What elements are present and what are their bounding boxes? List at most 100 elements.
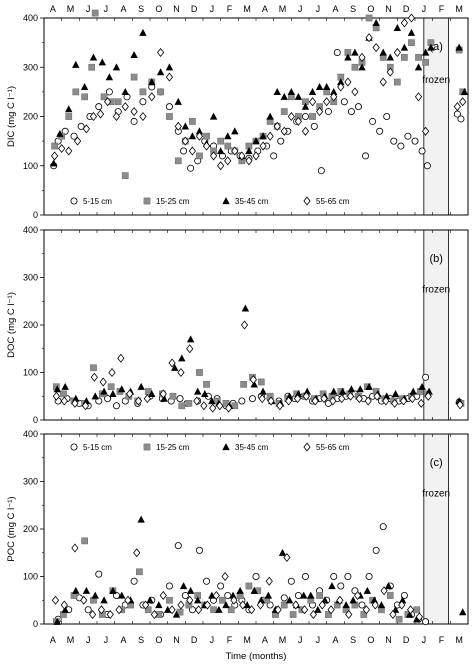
data-point-circle: [95, 570, 103, 578]
data-point-triangle: [400, 43, 409, 51]
bottom-month-label: S: [138, 635, 144, 645]
data-point-diamond: [203, 600, 212, 610]
data-point-diamond: [373, 391, 381, 401]
data-point-diamond: [329, 396, 337, 406]
data-point-triangle: [349, 596, 357, 604]
data-point-triangle: [425, 387, 433, 395]
data-point-diamond: [311, 396, 319, 406]
data-point-triangle: [351, 48, 359, 56]
data-point-triangle: [148, 78, 156, 86]
data-point-circle: [347, 108, 355, 116]
data-point-triangle: [285, 596, 294, 604]
data-point-triangle: [155, 601, 163, 609]
data-point-diamond: [168, 358, 176, 368]
data-point-diamond: [266, 131, 274, 141]
data-point-diamond: [338, 394, 346, 404]
data-point-triangle: [307, 591, 315, 599]
data-point-diamond: [195, 131, 204, 141]
bottom-month-label: N: [173, 635, 180, 645]
panel-b: frozen 0 100 200 300 400 DOC (mg C l⁻¹) (b): [6, 225, 469, 425]
data-point-circle: [165, 582, 173, 590]
series-b-2: [53, 304, 463, 409]
panel-label: (c): [430, 457, 443, 469]
data-point-diamond: [143, 394, 151, 404]
data-point-square: [189, 118, 196, 125]
data-point-diamond: [65, 146, 73, 156]
data-point-triangle: [250, 586, 258, 594]
data-point-circle: [330, 573, 338, 581]
data-point-diamond: [259, 141, 267, 151]
data-point-diamond: [58, 143, 66, 154]
data-point-diamond: [202, 141, 211, 151]
data-point-diamond: [293, 394, 302, 404]
data-point-triangle: [156, 68, 165, 76]
data-point-diamond: [177, 367, 185, 378]
data-point-diamond: [391, 398, 399, 408]
legend-entry: 15-25 cm: [156, 443, 190, 452]
data-point-diamond: [139, 111, 147, 122]
data-point-diamond: [186, 595, 194, 605]
panel-c: frozen 0 100 200 300 400 POC (mg C l⁻¹) (c) 5-15…: [6, 429, 469, 629]
data-point-circle: [324, 108, 332, 116]
data-point-diamond: [459, 97, 467, 107]
data-point-triangle: [186, 586, 195, 594]
frozen-region: [423, 18, 449, 215]
data-point-triangle: [266, 112, 274, 120]
y-tick-label: 100: [23, 368, 38, 378]
data-point-diamond: [274, 605, 282, 615]
data-point-circle: [277, 137, 285, 145]
data-point-triangle: [137, 515, 145, 523]
data-point-diamond: [90, 372, 98, 382]
data-point-diamond: [134, 396, 143, 406]
data-point-triangle: [250, 380, 258, 388]
y-tick-label: 400: [23, 13, 38, 23]
data-point-circle: [344, 573, 352, 581]
y-tick-label: 0: [33, 210, 38, 220]
data-point-square: [169, 392, 177, 400]
data-point-circle: [337, 582, 345, 590]
data-point-diamond: [60, 600, 68, 610]
data-point-triangle: [365, 382, 373, 390]
data-point-circle: [310, 122, 318, 130]
data-point-square: [231, 402, 239, 410]
data-point-diamond: [73, 136, 82, 146]
data-point-triangle: [300, 591, 308, 599]
series-c-3: [51, 543, 424, 622]
data-point-circle: [187, 164, 195, 172]
data-point-square: [203, 132, 210, 140]
y-tick-label: 0: [33, 415, 38, 425]
data-point-circle: [365, 573, 373, 581]
data-point-diamond: [358, 52, 366, 62]
data-point-triangle: [222, 601, 230, 609]
data-point-circle: [70, 132, 78, 140]
data-point-diamond: [365, 33, 373, 43]
frozen-label: frozen: [422, 75, 450, 86]
data-point-diamond: [81, 401, 90, 411]
top-month-label: J: [210, 4, 215, 14]
data-point-diamond: [389, 609, 397, 620]
data-point-circle: [248, 395, 256, 403]
data-point-circle: [139, 98, 147, 106]
data-point-square: [166, 596, 173, 604]
data-point-diamond: [168, 605, 176, 615]
y-tick-label: 400: [23, 429, 38, 439]
data-point-square: [360, 611, 368, 618]
data-point-square: [245, 582, 253, 590]
data-point-triangle: [455, 43, 463, 51]
data-point-diamond: [371, 600, 379, 610]
bottom-month-label: D: [403, 635, 410, 645]
data-point-circle: [369, 117, 377, 125]
data-point-triangle: [80, 83, 89, 91]
data-point-diamond: [362, 605, 371, 615]
data-point-diamond: [115, 605, 123, 615]
data-point-diamond: [177, 600, 185, 610]
data-point-square: [422, 58, 429, 66]
data-point-square: [393, 78, 401, 86]
bottom-month-label: J: [298, 635, 303, 645]
y-tick-label: 300: [23, 62, 38, 72]
data-point-diamond: [238, 151, 246, 161]
data-point-diamond: [108, 367, 116, 378]
bottom-month-label: J: [316, 635, 321, 645]
